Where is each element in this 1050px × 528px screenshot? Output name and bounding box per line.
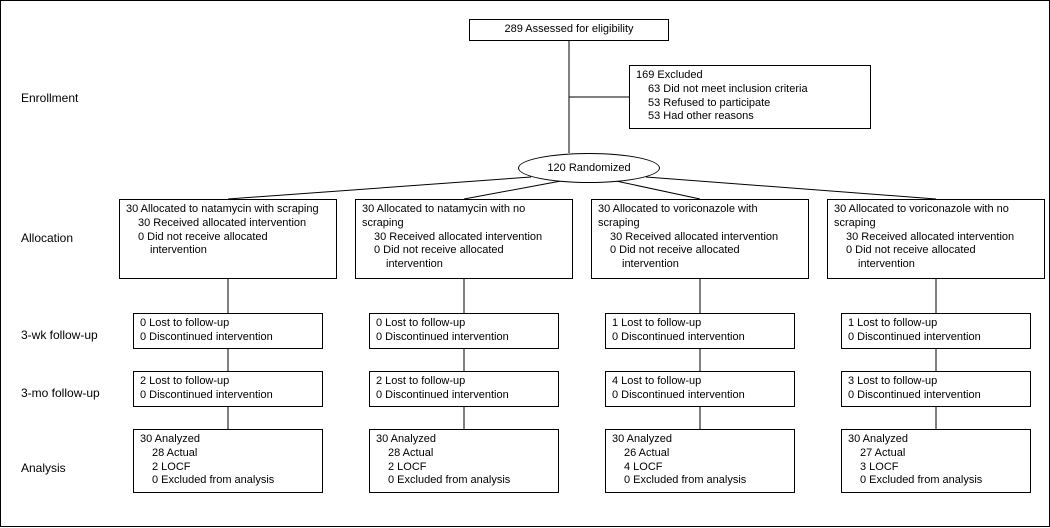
an-l2: 27 Actual (848, 447, 1024, 461)
excluded-box: 169 Excluded 63 Did not meet inclusion c… (629, 65, 871, 129)
an-l2: 28 Actual (376, 447, 552, 461)
consort-diagram: Enrollment Allocation 3-wk follow-up 3-m… (0, 0, 1050, 527)
excluded-title: 169 Excluded (636, 69, 864, 83)
assessed-box: 289 Assessed for eligibility (469, 19, 669, 41)
wk3-l2: 0 Discontinued intervention (376, 331, 552, 345)
phase-allocation: Allocation (21, 231, 73, 245)
analysis-box-2: 30 Analyzed26 Actual4 LOCF0 Excluded fro… (605, 429, 795, 493)
wk3-l1: 1 Lost to follow-up (848, 317, 1024, 331)
phase-analysis: Analysis (21, 461, 66, 475)
alloc-box-3: 30 Allocated to voriconazole with no scr… (827, 199, 1045, 279)
mo3-box-3: 3 Lost to follow-up0 Discontinued interv… (841, 371, 1031, 407)
alloc-l3: intervention (362, 258, 566, 272)
an-l3: 2 LOCF (140, 461, 316, 475)
wk3-l2: 0 Discontinued intervention (848, 331, 1024, 345)
an-l1: 30 Analyzed (612, 433, 788, 447)
an-l2: 28 Actual (140, 447, 316, 461)
analysis-box-3: 30 Analyzed27 Actual3 LOCF0 Excluded fro… (841, 429, 1031, 493)
wk3-box-2: 1 Lost to follow-up0 Discontinued interv… (605, 313, 795, 349)
assessed-text: 289 Assessed for eligibility (504, 23, 633, 37)
randomized-text: 120 Randomized (547, 162, 630, 174)
mo3-l2: 0 Discontinued intervention (612, 389, 788, 403)
wk3-l2: 0 Discontinued intervention (612, 331, 788, 345)
alloc-title: 30 Allocated to voriconazole with scrapi… (598, 203, 802, 231)
an-l1: 30 Analyzed (376, 433, 552, 447)
wk3-box-3: 1 Lost to follow-up0 Discontinued interv… (841, 313, 1031, 349)
randomized-ellipse: 120 Randomized (518, 153, 660, 183)
phase-mo3: 3-mo follow-up (21, 386, 100, 400)
an-l1: 30 Analyzed (140, 433, 316, 447)
wk3-box-1: 0 Lost to follow-up0 Discontinued interv… (369, 313, 559, 349)
excluded-line-0: 63 Did not meet inclusion criteria (636, 83, 864, 97)
an-l4: 0 Excluded from analysis (848, 474, 1024, 488)
an-l1: 30 Analyzed (848, 433, 1024, 447)
wk3-l2: 0 Discontinued intervention (140, 331, 316, 345)
mo3-l1: 4 Lost to follow-up (612, 375, 788, 389)
alloc-l2: 0 Did not receive allocated (126, 231, 330, 245)
mo3-box-0: 2 Lost to follow-up0 Discontinued interv… (133, 371, 323, 407)
mo3-l1: 2 Lost to follow-up (140, 375, 316, 389)
phase-enrollment: Enrollment (21, 91, 78, 105)
alloc-l1: 30 Received allocated intervention (598, 231, 802, 245)
an-l4: 0 Excluded from analysis (140, 474, 316, 488)
an-l3: 4 LOCF (612, 461, 788, 475)
alloc-l2: 0 Did not receive allocated (834, 244, 1038, 258)
alloc-title: 30 Allocated to natamycin with no scrapi… (362, 203, 566, 231)
wk3-l1: 1 Lost to follow-up (612, 317, 788, 331)
mo3-l2: 0 Discontinued intervention (848, 389, 1024, 403)
mo3-l2: 0 Discontinued intervention (376, 389, 552, 403)
an-l2: 26 Actual (612, 447, 788, 461)
alloc-l1: 30 Received allocated intervention (834, 231, 1038, 245)
wk3-l1: 0 Lost to follow-up (376, 317, 552, 331)
excluded-line-2: 53 Had other reasons (636, 110, 864, 124)
phase-wk3: 3-wk follow-up (21, 328, 98, 342)
alloc-l2: 0 Did not receive allocated (598, 244, 802, 258)
mo3-l1: 3 Lost to follow-up (848, 375, 1024, 389)
excluded-line-1: 53 Refused to participate (636, 97, 864, 111)
alloc-l2: 0 Did not receive allocated (362, 244, 566, 258)
alloc-l3: intervention (126, 244, 330, 258)
alloc-box-2: 30 Allocated to voriconazole with scrapi… (591, 199, 809, 279)
wk3-box-0: 0 Lost to follow-up0 Discontinued interv… (133, 313, 323, 349)
alloc-box-1: 30 Allocated to natamycin with no scrapi… (355, 199, 573, 279)
mo3-box-2: 4 Lost to follow-up0 Discontinued interv… (605, 371, 795, 407)
alloc-l3: intervention (834, 258, 1038, 272)
analysis-box-0: 30 Analyzed28 Actual2 LOCF0 Excluded fro… (133, 429, 323, 493)
an-l4: 0 Excluded from analysis (612, 474, 788, 488)
alloc-l3: intervention (598, 258, 802, 272)
alloc-title: 30 Allocated to natamycin with scraping (126, 203, 330, 217)
analysis-box-1: 30 Analyzed28 Actual2 LOCF0 Excluded fro… (369, 429, 559, 493)
an-l3: 2 LOCF (376, 461, 552, 475)
mo3-box-1: 2 Lost to follow-up0 Discontinued interv… (369, 371, 559, 407)
wk3-l1: 0 Lost to follow-up (140, 317, 316, 331)
mo3-l2: 0 Discontinued intervention (140, 389, 316, 403)
alloc-box-0: 30 Allocated to natamycin with scraping3… (119, 199, 337, 279)
mo3-l1: 2 Lost to follow-up (376, 375, 552, 389)
an-l3: 3 LOCF (848, 461, 1024, 475)
alloc-l1: 30 Received allocated intervention (126, 217, 330, 231)
alloc-title: 30 Allocated to voriconazole with no scr… (834, 203, 1038, 231)
alloc-l1: 30 Received allocated intervention (362, 231, 566, 245)
an-l4: 0 Excluded from analysis (376, 474, 552, 488)
